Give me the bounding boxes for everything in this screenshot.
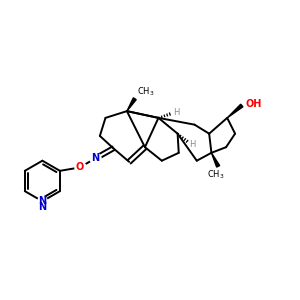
- Text: CH$_3$: CH$_3$: [207, 169, 225, 181]
- Text: H: H: [189, 140, 195, 149]
- Polygon shape: [212, 153, 220, 167]
- Text: CH$_3$: CH$_3$: [137, 85, 154, 98]
- Text: N: N: [91, 154, 99, 164]
- Text: O: O: [75, 163, 84, 172]
- Polygon shape: [127, 98, 136, 111]
- Text: N: N: [38, 202, 46, 212]
- Text: N: N: [38, 196, 46, 206]
- Polygon shape: [227, 104, 243, 118]
- Text: OH: OH: [245, 99, 262, 110]
- Text: H: H: [173, 108, 180, 117]
